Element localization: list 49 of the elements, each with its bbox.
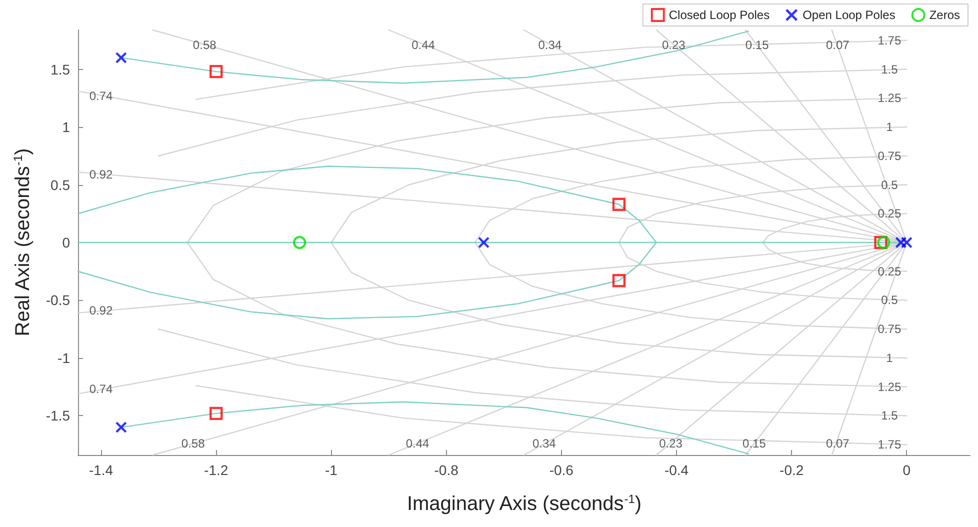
annotation: 0.15: [745, 38, 770, 52]
legend-label: Closed Loop Poles: [668, 8, 770, 22]
annotation: 0.5: [881, 178, 898, 192]
annotation: 0.44: [412, 38, 436, 52]
annotation: 0.92: [89, 167, 114, 182]
annotation: 0.44: [406, 436, 430, 450]
annotation: 1: [886, 120, 894, 134]
annotation: 0.5: [881, 293, 898, 308]
annotation: 0.75: [878, 148, 902, 163]
annotation: 1.5: [881, 408, 898, 423]
annotation: 1: [886, 350, 894, 365]
x-tick-label: -1.2: [204, 462, 228, 478]
annotation: 0.07: [826, 38, 850, 52]
annotation: 0.58: [192, 38, 217, 52]
x-tick-label: 0: [902, 462, 911, 478]
y-tick-label: -1: [58, 350, 70, 366]
annotation: 0.25: [878, 206, 902, 221]
annotation: 0.25: [878, 264, 902, 278]
annotation: 0.23: [662, 38, 686, 52]
annotation: 0.34: [538, 38, 562, 52]
annotation: 1.25: [878, 91, 902, 106]
legend-label: Zeros: [929, 8, 960, 22]
y-tick-label: -1.5: [46, 408, 70, 424]
x-tick-label: -0.8: [434, 462, 459, 478]
x-tick-label: -0.6: [549, 462, 574, 478]
annotation: 0.07: [826, 436, 850, 450]
annotation: 0.58: [181, 436, 206, 450]
y-tick-label: 1.5: [50, 61, 70, 78]
annotation: 0.74: [89, 382, 114, 396]
annotation: 1.75: [878, 33, 902, 48]
annotation: 0.15: [742, 436, 766, 450]
annotation: 0.34: [532, 436, 556, 450]
annotation: 1.25: [878, 380, 902, 394]
y-tick-label: -0.5: [46, 292, 70, 308]
x-tick-label: -0.4: [664, 462, 689, 478]
x-tick-label: -1.4: [88, 462, 114, 478]
annotation: 0.74: [89, 88, 114, 103]
x-tick-label: -0.2: [780, 462, 804, 478]
x-tick-label: -1: [324, 462, 338, 478]
y-axis-title: Real Axis (seconds-1): [11, 148, 34, 336]
y-tick-label: 0: [62, 234, 70, 250]
annotation: 0.75: [878, 322, 902, 336]
legend-label: Open Loop Poles: [802, 8, 896, 22]
annotation: 1.5: [881, 62, 898, 76]
y-tick-label: 0.5: [50, 176, 70, 193]
y-tick-label: 1: [62, 119, 70, 136]
annotation: 0.23: [659, 436, 683, 450]
annotation: 0.92: [89, 304, 114, 318]
annotation: 1.75: [878, 438, 902, 452]
